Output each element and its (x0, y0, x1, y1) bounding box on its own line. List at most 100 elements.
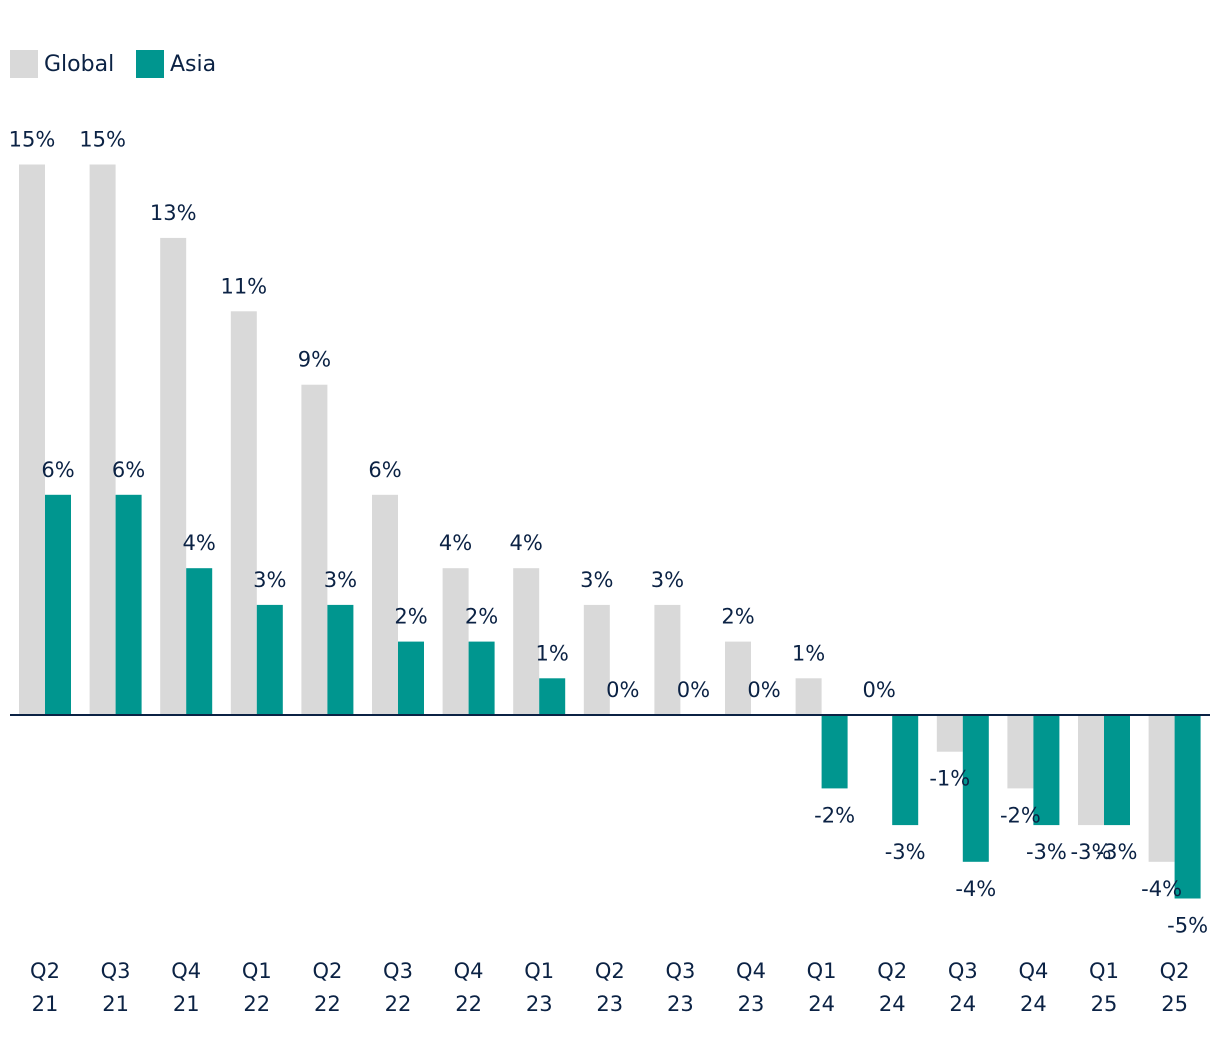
x-tick-label-year-3: 22 (243, 992, 270, 1016)
bar-asia-5 (398, 641, 424, 715)
data-label-asia-1: 6% (112, 458, 145, 482)
x-tick-label-quarter-8: Q2 (595, 959, 625, 983)
x-tick-label-year-1: 21 (102, 992, 129, 1016)
data-label-asia-12: -3% (885, 840, 926, 864)
x-tick-label-quarter-0: Q2 (30, 959, 60, 983)
x-tick-label-quarter-6: Q4 (454, 959, 484, 983)
data-label-asia-11: -2% (814, 803, 855, 827)
data-label-asia-3: 3% (253, 568, 286, 592)
data-label-global-16: -4% (1141, 877, 1182, 901)
bar-global-1 (89, 164, 116, 715)
x-tick-label-year-15: 25 (1091, 992, 1118, 1016)
x-tick-label-year-4: 22 (314, 992, 341, 1016)
bar-global-8 (583, 604, 610, 715)
legend-swatch-asia (136, 50, 164, 78)
data-label-global-7: 4% (510, 531, 543, 555)
x-tick-label-quarter-5: Q3 (383, 959, 413, 983)
x-tick-label-quarter-7: Q1 (524, 959, 554, 983)
data-label-asia-7: 1% (536, 641, 569, 665)
bar-asia-14 (1033, 715, 1060, 826)
bar-asia-2 (186, 568, 213, 715)
bar-asia-15 (1104, 715, 1130, 826)
bar-global-5 (372, 494, 398, 715)
bar-asia-1 (115, 494, 142, 715)
x-tick-label-year-12: 24 (879, 992, 906, 1016)
x-tick-label-quarter-16: Q2 (1160, 959, 1190, 983)
x-tick-label-year-5: 22 (385, 992, 412, 1016)
bar-global-14 (1007, 715, 1034, 789)
bar-global-0 (19, 164, 45, 715)
bar-asia-4 (327, 604, 354, 715)
data-label-global-1: 15% (79, 128, 126, 152)
bar-global-13 (936, 715, 963, 752)
data-label-global-12: 0% (863, 678, 896, 702)
bar-global-10 (725, 641, 751, 715)
bar-global-11 (795, 678, 822, 715)
bar-asia-16 (1174, 715, 1201, 899)
data-label-global-5: 6% (368, 458, 401, 482)
bar-global-6 (442, 568, 469, 715)
data-label-global-3: 11% (220, 274, 267, 298)
bar-global-7 (513, 568, 540, 715)
bar-global-2 (160, 237, 187, 715)
bar-asia-0 (45, 494, 71, 715)
x-tick-label-year-7: 23 (526, 992, 553, 1016)
bar-asia-12 (892, 715, 919, 826)
x-tick-label-quarter-15: Q1 (1089, 959, 1119, 983)
data-label-global-10: 2% (721, 605, 754, 629)
data-label-global-11: 1% (792, 641, 825, 665)
data-label-asia-13: -4% (955, 877, 996, 901)
data-label-global-9: 3% (651, 568, 684, 592)
data-labels-group: 15% 15%13%11%9%6%4% 4%3% 3%2%1%0%-1%-2%-3%-… (9, 128, 1208, 938)
bar-asia-7 (539, 678, 566, 715)
x-tick-labels-group: Q2 21 Q3 21 Q4 21 Q1 22 Q2 22 Q3 22 Q4 22 Q1 23 Q2 23 Q3 23… (30, 959, 1189, 1016)
data-label-asia-2: 4% (183, 531, 216, 555)
data-label-global-2: 13% (150, 201, 197, 225)
x-tick-label-year-13: 24 (949, 992, 976, 1016)
x-tick-label-year-14: 24 (1020, 992, 1047, 1016)
x-tick-label-year-16: 25 (1161, 992, 1188, 1016)
bar-asia-11 (821, 715, 848, 789)
x-tick-label-year-10: 23 (738, 992, 765, 1016)
data-label-global-13: -1% (929, 767, 970, 791)
data-label-global-14: -2% (1000, 803, 1041, 827)
data-label-global-0: 15% (9, 128, 56, 152)
x-tick-label-quarter-12: Q2 (877, 959, 907, 983)
x-tick-label-quarter-10: Q4 (736, 959, 766, 983)
data-label-asia-6: 2% (465, 605, 498, 629)
data-label-asia-9: 0% (677, 678, 710, 702)
legend-label-global: Global (44, 51, 115, 77)
x-tick-label-quarter-3: Q1 (242, 959, 272, 983)
x-tick-label-quarter-4: Q2 (312, 959, 342, 983)
x-tick-label-quarter-2: Q4 (171, 959, 201, 983)
x-tick-label-quarter-1: Q3 (101, 959, 131, 983)
x-tick-label-quarter-9: Q3 (665, 959, 695, 983)
x-tick-label-year-0: 21 (32, 992, 59, 1016)
data-label-asia-10: 0% (747, 678, 780, 702)
bar-global-15 (1078, 715, 1104, 826)
x-tick-label-year-2: 21 (173, 992, 200, 1016)
data-label-global-8: 3% (580, 568, 613, 592)
x-tick-label-year-11: 24 (808, 992, 835, 1016)
data-label-asia-16: -5% (1167, 914, 1208, 938)
bar-asia-3 (256, 604, 283, 715)
bar-global-3 (230, 311, 257, 715)
bars-group (19, 164, 1201, 899)
data-label-global-6: 4% (439, 531, 472, 555)
legend-swatch-global (10, 50, 38, 78)
data-label-asia-14: -3% (1026, 840, 1067, 864)
legend-item-asia: Asia (136, 50, 216, 78)
data-label-global-15: -3% (1071, 840, 1112, 864)
legend-item-global: Global (10, 50, 114, 78)
x-tick-label-quarter-11: Q1 (807, 959, 837, 983)
bar-global-16 (1148, 715, 1175, 862)
data-label-asia-8: 0% (606, 678, 639, 702)
data-label-global-4: 9% (298, 348, 331, 372)
data-label-asia-4: 3% (324, 568, 357, 592)
x-tick-label-year-8: 23 (596, 992, 623, 1016)
x-tick-label-quarter-13: Q3 (948, 959, 978, 983)
legend-label-asia: Asia (170, 51, 217, 77)
bar-global-9 (654, 604, 681, 715)
bar-global-4 (301, 384, 328, 715)
